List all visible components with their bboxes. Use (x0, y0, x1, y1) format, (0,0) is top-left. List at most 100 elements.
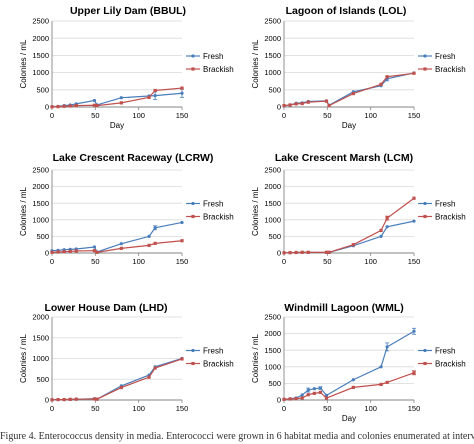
x-tick-label: 150 (176, 257, 189, 266)
data-point (412, 219, 416, 223)
data-point (312, 387, 316, 391)
y-tick-label: 1500 (264, 51, 281, 60)
data-point (62, 397, 66, 402)
legend-swatch-marker (191, 361, 195, 366)
series-fresh (282, 219, 416, 255)
legend-item-brackish: Brackish (186, 360, 234, 369)
legend-swatch-marker (191, 214, 195, 219)
legend-label: Brackish (203, 213, 234, 222)
data-point (92, 98, 97, 103)
data-point (119, 101, 123, 105)
y-tick-label: 1000 (264, 215, 281, 224)
data-point (92, 245, 97, 249)
legend-label: Fresh (435, 200, 455, 209)
series-line (51, 221, 183, 253)
data-point (62, 250, 66, 254)
data-point (68, 249, 72, 253)
data-point (180, 239, 184, 243)
x-tick-label: 150 (176, 404, 189, 413)
data-point (351, 385, 355, 389)
data-point (180, 86, 184, 90)
chart-panel-2: Lagoon of Islands (LOL)05001000150020002… (251, 5, 466, 130)
y-axis-label: Colonies / mL (251, 334, 260, 383)
data-point (74, 249, 78, 253)
x-tick-label: 50 (323, 111, 331, 120)
data-point (50, 105, 54, 109)
data-point (95, 397, 99, 401)
legend-swatch-marker (191, 348, 195, 353)
y-tick-label: 2500 (32, 166, 49, 175)
data-point (153, 241, 157, 245)
legend-item-fresh: Fresh (186, 347, 223, 356)
y-tick-label: 2000 (32, 34, 49, 43)
legend-swatch-marker (191, 201, 195, 206)
chart-title: Lower House Dam (LHD) (44, 302, 167, 314)
x-tick-label: 0 (50, 257, 54, 266)
data-point (306, 250, 310, 254)
chart-title: Lagoon of Islands (LOL) (286, 5, 407, 17)
x-tick-label: 100 (364, 111, 377, 120)
legend-item-fresh: Fresh (186, 52, 223, 61)
data-point (92, 397, 97, 401)
data-point (318, 390, 322, 394)
data-point (288, 251, 292, 255)
legend-label: Brackish (435, 213, 466, 222)
y-tick-label: 1500 (264, 346, 281, 355)
data-point (324, 396, 329, 400)
chart-panel-5: Lower House Dam (LHD) 0 500 1000 1500 2000 0 50… (19, 302, 234, 413)
x-tick-label: 0 (50, 111, 54, 120)
data-point (74, 397, 78, 401)
data-point (180, 357, 184, 361)
legend-label: Brackish (203, 65, 234, 74)
legend-label: Brackish (435, 65, 466, 74)
data-point (95, 104, 99, 108)
x-tick-label: 50 (323, 257, 331, 266)
data-point (294, 102, 298, 106)
data-point (68, 397, 72, 401)
legend-label: Fresh (203, 347, 223, 356)
series-brackish (282, 196, 416, 255)
y-tick-label: 500 (268, 379, 281, 388)
y-tick-label: 2000 (32, 313, 49, 322)
y-axis-label: Colonies / mL (19, 39, 28, 88)
y-tick-label: 500 (36, 85, 49, 94)
data-point (180, 91, 184, 95)
data-point (300, 250, 304, 254)
legend-swatch-marker (423, 54, 427, 58)
data-point (56, 105, 60, 109)
y-tick-label: 2500 (264, 313, 281, 322)
y-tick-label: 0 (45, 249, 49, 258)
legend-item-brackish: Brackish (418, 360, 466, 369)
y-tick-label: 2500 (264, 17, 281, 26)
data-point (412, 71, 416, 75)
y-tick-label: 1000 (32, 68, 49, 77)
data-point (153, 94, 157, 98)
chart-title: Windmill Lagoon (WML) (284, 302, 403, 314)
legend-swatch-marker (423, 214, 427, 219)
y-tick-label: 500 (36, 375, 49, 384)
y-axis-label: Colonies / mL (251, 187, 260, 236)
data-point (147, 95, 151, 99)
chart-title: Lake Crescent Raceway (LCRW) (53, 152, 214, 164)
data-point (153, 88, 157, 93)
series-brackish (282, 370, 416, 401)
legend-label: Brackish (203, 360, 234, 369)
data-point (306, 100, 310, 104)
data-point (92, 249, 97, 253)
x-tick-label: 50 (91, 404, 99, 413)
data-point (147, 234, 151, 238)
data-point (50, 398, 54, 402)
data-point (288, 397, 292, 401)
x-axis-label: Day (342, 414, 356, 423)
y-tick-label: 1500 (32, 51, 49, 60)
data-point (385, 216, 389, 220)
y-axis-label: Colonies / mL (19, 187, 28, 236)
figure-caption: Figure 4. Enterococcus density in media.… (0, 431, 474, 442)
x-axis-label: Day (342, 121, 356, 130)
x-tick-label: 100 (132, 404, 145, 413)
y-tick-label: 1500 (264, 199, 281, 208)
x-tick-label: 100 (132, 111, 145, 120)
legend-swatch-marker (423, 361, 427, 366)
data-point (95, 250, 99, 254)
data-point (300, 393, 304, 397)
